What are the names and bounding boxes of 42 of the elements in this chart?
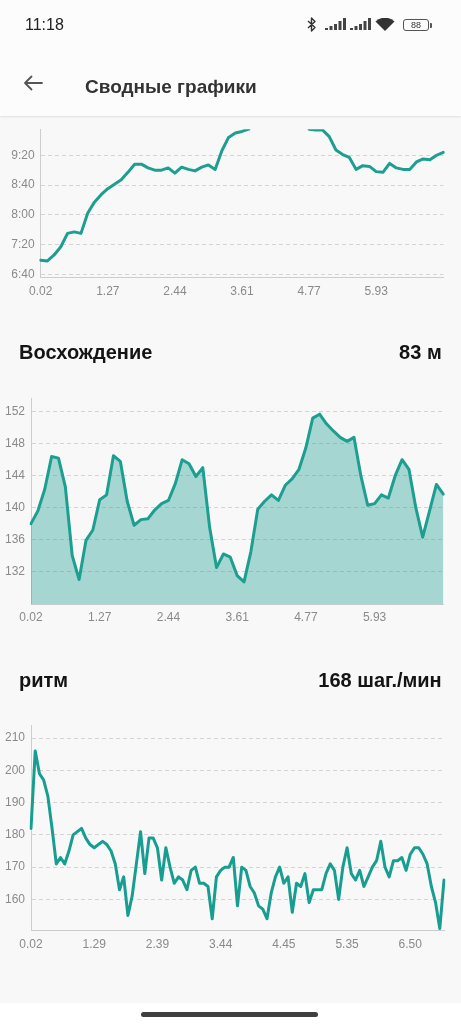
y-tick-label: 140 <box>4 499 26 514</box>
x-tick-label: 5.93 <box>364 284 389 299</box>
x-tick-label: 3.44 <box>208 936 233 951</box>
x-tick-label: 2.44 <box>163 284 187 299</box>
y-tick-label: 132 <box>4 563 26 578</box>
x-tick-label: 1.29 <box>82 936 107 951</box>
y-tick-label: 8:40 <box>11 177 36 192</box>
x-tick-label: 5.35 <box>335 936 360 951</box>
y-tick-label: 8:00 <box>11 207 36 222</box>
y-tick-label: 210 <box>4 730 26 745</box>
y-tick-label: 6:40 <box>11 266 36 281</box>
y-tick-label: 9:20 <box>11 147 36 162</box>
x-tick-label: 1.27 <box>96 284 120 299</box>
x-tick-label: 3.61 <box>230 284 254 299</box>
y-tick-label: 190 <box>4 794 26 809</box>
chart-subtitle: 168 шаг./мин <box>318 668 442 691</box>
x-tick-label: 1.27 <box>88 609 112 624</box>
y-tick-label: 144 <box>4 468 26 482</box>
y-tick-label: 170 <box>4 859 26 874</box>
y-tick-label: 152 <box>4 404 26 419</box>
x-tick-label: 3.61 <box>225 609 250 624</box>
y-tick-label: 148 <box>4 436 26 451</box>
y-tick-label: 136 <box>4 531 26 546</box>
x-tick-label: 0.02 <box>19 936 43 951</box>
x-tick-label: 0.02 <box>29 284 53 299</box>
y-tick-label: 7:20 <box>11 236 36 251</box>
x-tick-label: 6.50 <box>398 936 423 951</box>
y-tick-label: 160 <box>4 891 26 906</box>
y-tick-label: 180 <box>4 827 26 842</box>
y-tick-label: 200 <box>4 762 26 777</box>
x-tick-label: 0.02 <box>19 609 43 624</box>
x-tick-label: 2.44 <box>156 609 181 624</box>
x-tick-label: 4.77 <box>294 609 318 624</box>
x-tick-label: 4.45 <box>272 936 296 951</box>
chart-subtitle: 83 м <box>399 341 442 364</box>
x-tick-label: 5.93 <box>362 609 387 624</box>
x-tick-label: 4.77 <box>297 284 322 299</box>
chart-title: Восхождение <box>19 341 153 364</box>
chart-title: Сводные графики <box>85 76 257 98</box>
x-tick-label: 2.39 <box>145 936 170 951</box>
chart-title: ритм <box>19 668 69 691</box>
text: 11:18 <box>25 15 64 33</box>
